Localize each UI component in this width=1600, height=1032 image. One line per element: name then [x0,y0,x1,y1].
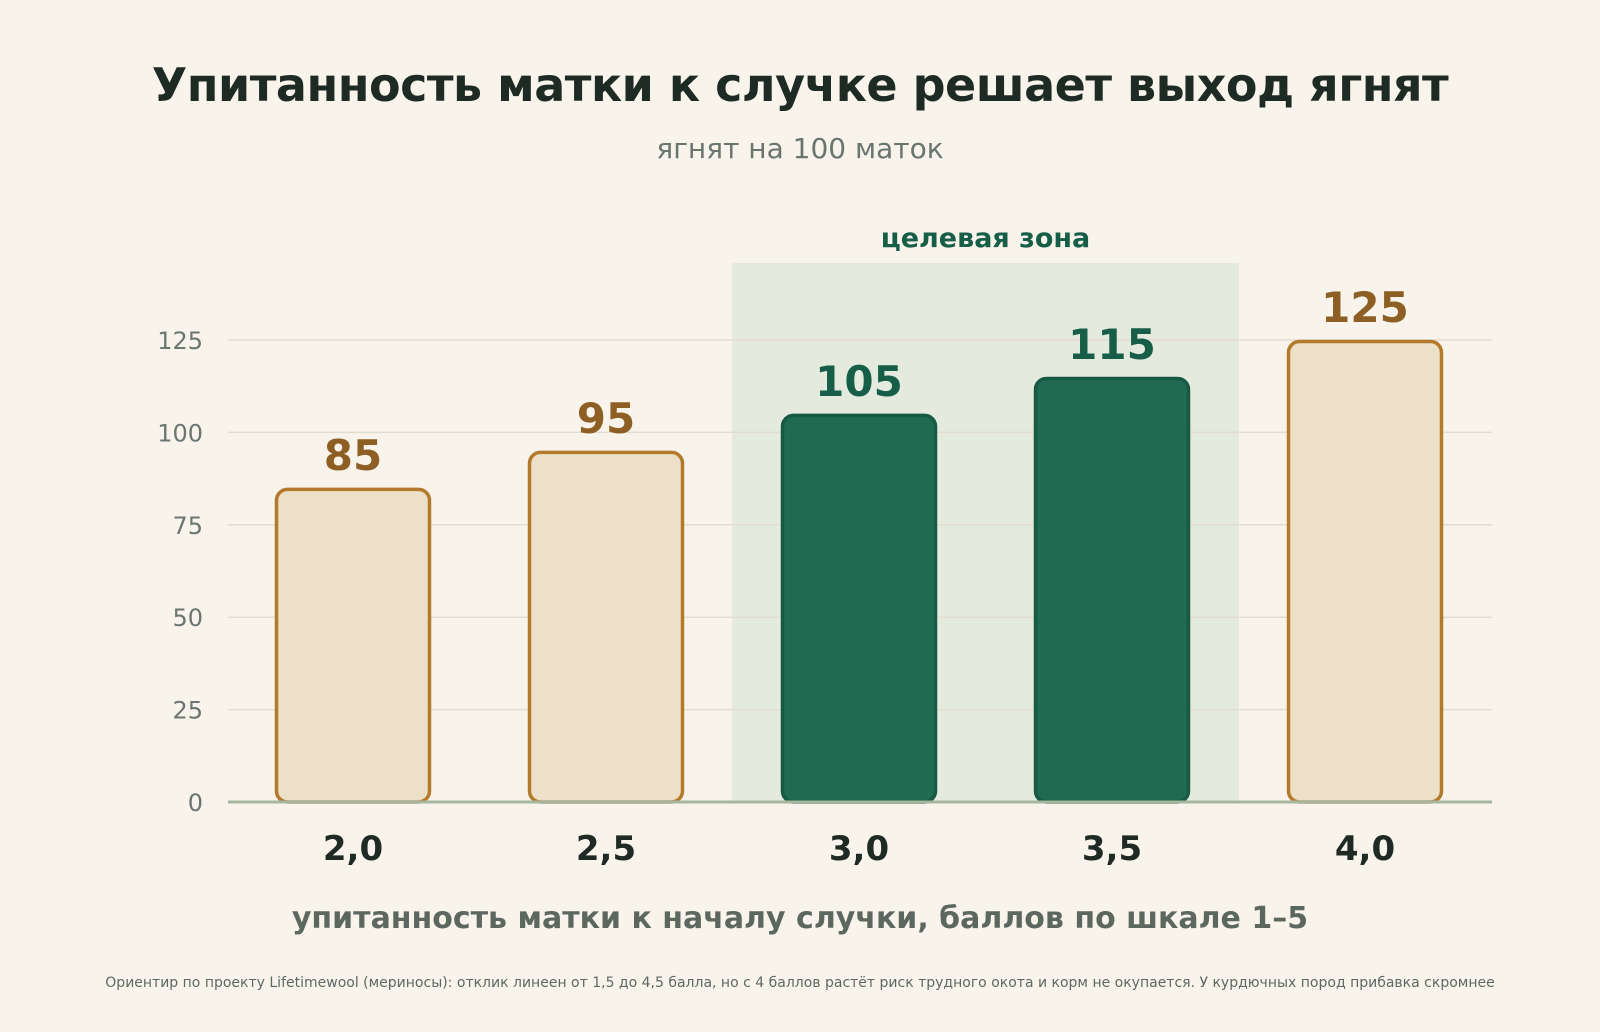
target-zone-label: целевая зона [881,223,1091,254]
y-tick-label: 25 [172,697,203,725]
x-tick-label: 2,0 [323,829,383,869]
bar [527,450,685,804]
data-label: 95 [577,394,635,443]
data-label: 105 [815,357,903,406]
x-tick-label: 3,5 [1082,829,1142,869]
bar [1286,339,1444,804]
x-tick-label: 2,5 [576,829,636,869]
x-tick-label: 4,0 [1335,829,1395,869]
bar [274,487,432,804]
y-tick-label: 75 [172,512,203,540]
bar [780,413,938,804]
footnote: Ориентир по проекту Lifetimewool (мерино… [105,975,1495,991]
y-tick-label: 50 [172,604,203,632]
data-label: 115 [1068,320,1156,369]
y-tick-label: 125 [157,327,203,355]
x-tick-label: 3,0 [829,829,889,869]
data-label: 125 [1321,283,1409,332]
x-axis-title: упитанность матки к началу случки, балло… [292,901,1308,936]
bar [1033,376,1191,804]
chart-subtitle: ягнят на 100 маток [656,132,944,165]
y-tick-label: 0 [188,789,203,817]
y-tick-label: 100 [157,419,203,447]
data-label: 85 [324,431,382,480]
chart-title: Упитанность матки к случке решает выход … [151,58,1449,112]
